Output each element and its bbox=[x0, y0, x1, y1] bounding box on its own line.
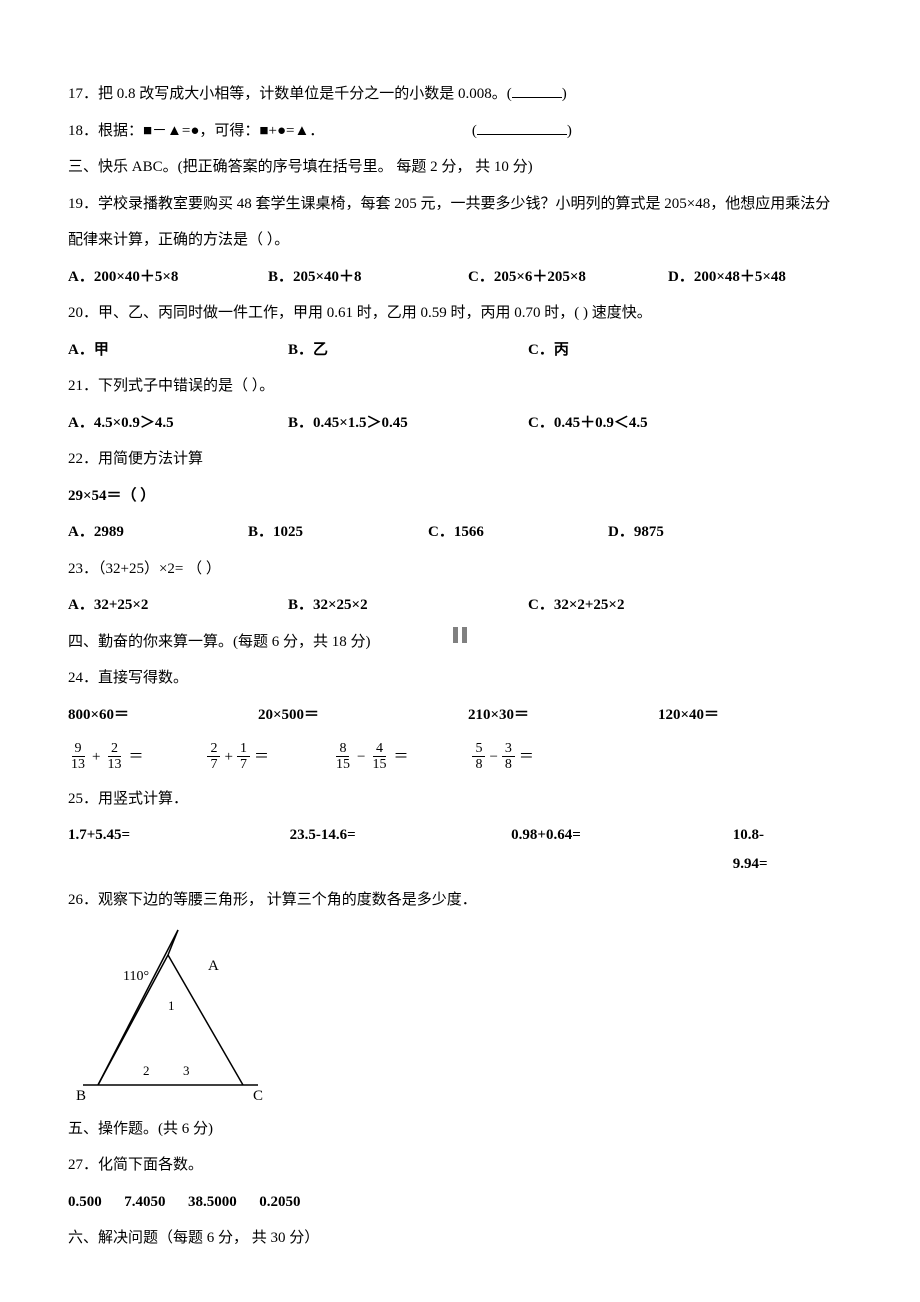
q19-option-c: C．205×6＋205×8 bbox=[468, 263, 668, 292]
frac3-den2: 15 bbox=[369, 757, 389, 772]
q21-option-a: A．4.5×0.9＞4.5 bbox=[68, 409, 288, 438]
question-24-row1: 800×60＝ 20×500＝ 210×30＝ 120×40＝ bbox=[68, 701, 852, 730]
q22-option-d: D．9875 bbox=[608, 518, 704, 547]
question-19-line2: 配律来计算，正确的方法是（ ）。 bbox=[68, 226, 852, 255]
q20-option-c: C．丙 bbox=[528, 336, 609, 365]
angle-2: 2 bbox=[143, 1063, 150, 1078]
q22-option-b: B．1025 bbox=[248, 518, 428, 547]
question-23: 23．（32+25）×2= （ ） bbox=[68, 555, 852, 584]
eq2: ＝ bbox=[254, 743, 269, 772]
q22-option-c: C．1566 bbox=[428, 518, 608, 547]
q18-paren-close: ) bbox=[567, 123, 572, 139]
question-19-options: A．200×40＋5×8 B．205×40＋8 C．205×6＋205×8 D．… bbox=[68, 263, 852, 292]
question-21: 21．下列式子中错误的是（ ）。 bbox=[68, 372, 852, 401]
blank-18 bbox=[477, 120, 567, 135]
frac4-op: − bbox=[489, 743, 497, 772]
question-24-fractions: 913 + 213 ＝ 27 + 17 ＝ 815 − 415 ＝ 58 − 3… bbox=[68, 741, 852, 773]
frac-3: 815 − 415 ＝ bbox=[333, 741, 412, 773]
frac1-den2: 13 bbox=[104, 757, 124, 772]
frac1-op: + bbox=[92, 743, 100, 772]
frac3-num2: 4 bbox=[373, 741, 386, 757]
question-25-row: 1.7+5.45= 23.5-14.6= 0.98+0.64= 10.8-9.9… bbox=[68, 821, 852, 878]
q19-option-d: D．200×48＋5×48 bbox=[668, 263, 868, 292]
question-20-options: A．甲 B．乙 C．丙 bbox=[68, 336, 852, 365]
frac-2: 27 + 17 ＝ bbox=[207, 741, 272, 773]
q24-calc-1: 800×60＝ bbox=[68, 701, 198, 730]
question-22b: 29×54＝（ ） bbox=[68, 482, 852, 511]
frac-4: 58 − 38 ＝ bbox=[472, 741, 537, 773]
frac4-num2: 3 bbox=[502, 741, 515, 757]
question-18: 18．根据：■－▲=●，可得：■+●=▲． () bbox=[68, 117, 852, 146]
q20-option-a: A．甲 bbox=[68, 336, 288, 365]
question-19-line1: 19．学校录播教室要购买 48 套学生课桌椅，每套 205 元，一共要多少钱？小… bbox=[68, 190, 852, 219]
frac4-den2: 8 bbox=[502, 757, 515, 772]
q25-calc-4: 10.8-9.94= bbox=[733, 821, 792, 878]
eq1: ＝ bbox=[128, 743, 143, 772]
q17-end: ) bbox=[562, 86, 567, 102]
frac2-op: + bbox=[224, 743, 232, 772]
q25-calc-1: 1.7+5.45= bbox=[68, 821, 230, 878]
q21-option-c: C．0.45＋0.9＜4.5 bbox=[528, 409, 688, 438]
section-3-header: 三、快乐 ABC。(把正确答案的序号填在括号里。 每题 2 分， 共 10 分) bbox=[68, 153, 852, 182]
frac1-num2: 2 bbox=[108, 741, 121, 757]
q18-text: 18．根据：■－▲=●，可得：■+●=▲． bbox=[68, 123, 324, 139]
q23-option-a: A．32+25×2 bbox=[68, 591, 288, 620]
pause-icon bbox=[450, 625, 470, 645]
question-22-options: A．2989 B．1025 C．1566 D．9875 bbox=[68, 518, 852, 547]
question-23-options: A．32+25×2 B．32×25×2 C．32×2+25×2 bbox=[68, 591, 852, 620]
vertex-b: B bbox=[76, 1088, 86, 1104]
question-22: 22．用简便方法计算 bbox=[68, 445, 852, 474]
section-5-header: 五、操作题。(共 6 分) bbox=[68, 1115, 852, 1144]
frac2-den2: 7 bbox=[237, 757, 250, 772]
section-6-header: 六、解决问题（每题 6 分， 共 30 分） bbox=[68, 1224, 852, 1253]
vertex-c: C bbox=[253, 1088, 263, 1104]
q25-calc-3: 0.98+0.64= bbox=[511, 821, 673, 878]
angle-110: 110° bbox=[123, 969, 149, 984]
question-21-options: A．4.5×0.9＞4.5 B．0.45×1.5＞0.45 C．0.45＋0.9… bbox=[68, 409, 852, 438]
q24-calc-4: 120×40＝ bbox=[658, 701, 719, 730]
eq4: ＝ bbox=[519, 743, 534, 772]
question-20: 20．甲、乙、丙同时做一件工作，甲用 0.61 时，乙用 0.59 时，丙用 0… bbox=[68, 299, 852, 328]
question-27: 27．化简下面各数。 bbox=[68, 1151, 852, 1180]
q19-option-a: A．200×40＋5×8 bbox=[68, 263, 268, 292]
angle-1: 1 bbox=[168, 998, 175, 1013]
frac3-den1: 15 bbox=[333, 757, 353, 772]
frac2-num2: 1 bbox=[237, 741, 250, 757]
frac2-num1: 2 bbox=[207, 741, 220, 757]
frac-1: 913 + 213 ＝ bbox=[68, 741, 147, 773]
angle-3: 3 bbox=[183, 1063, 190, 1078]
frac3-op: − bbox=[357, 743, 365, 772]
question-25: 25．用竖式计算． bbox=[68, 785, 852, 814]
blank-17 bbox=[512, 83, 562, 98]
frac4-den1: 8 bbox=[472, 757, 485, 772]
q22-option-a: A．2989 bbox=[68, 518, 248, 547]
frac1-den1: 13 bbox=[68, 757, 88, 772]
frac2-den1: 7 bbox=[207, 757, 220, 772]
q23-option-c: C．32×2+25×2 bbox=[528, 591, 664, 620]
q20-option-b: B．乙 bbox=[288, 336, 528, 365]
q24-calc-3: 210×30＝ bbox=[468, 701, 598, 730]
q24-calc-2: 20×500＝ bbox=[258, 701, 408, 730]
question-27-numbers: 0.500 7.4050 38.5000 0.2050 bbox=[68, 1188, 852, 1217]
vertex-a: A bbox=[208, 958, 219, 974]
q23-option-b: B．32×25×2 bbox=[288, 591, 528, 620]
question-17: 17．把 0.8 改写成大小相等，计数单位是千分之一的小数是 0.008。() bbox=[68, 80, 852, 109]
q25-calc-2: 23.5-14.6= bbox=[290, 821, 452, 878]
q21-option-b: B．0.45×1.5＞0.45 bbox=[288, 409, 528, 438]
frac1-num1: 9 bbox=[72, 741, 85, 757]
triangle-diagram: 110° A B C 1 2 3 bbox=[68, 925, 268, 1105]
frac3-num1: 8 bbox=[336, 741, 349, 757]
q19-option-b: B．205×40＋8 bbox=[268, 263, 468, 292]
question-24: 24．直接写得数。 bbox=[68, 664, 852, 693]
frac4-num1: 5 bbox=[472, 741, 485, 757]
eq3: ＝ bbox=[393, 743, 408, 772]
question-26: 26．观察下边的等腰三角形， 计算三个角的度数各是多少度． bbox=[68, 886, 852, 915]
q17-text: 17．把 0.8 改写成大小相等，计数单位是千分之一的小数是 0.008。( bbox=[68, 86, 512, 102]
